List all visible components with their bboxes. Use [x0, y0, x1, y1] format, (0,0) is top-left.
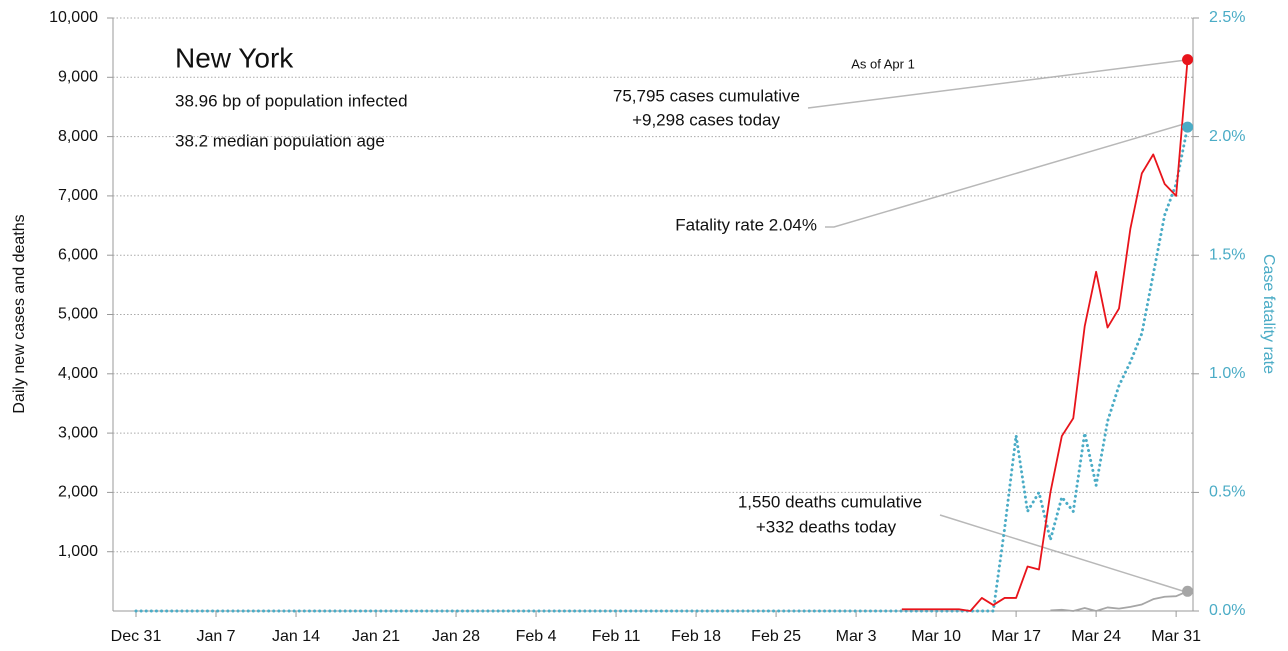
y-tick-label: 9,000: [58, 69, 98, 86]
y-tick-label: 10,000: [49, 9, 98, 26]
x-tick-label: Mar 31: [1151, 628, 1201, 645]
chart-title: New York: [175, 42, 294, 73]
y-tick-label: 2,000: [58, 484, 98, 501]
x-tick-label: Mar 10: [911, 628, 961, 645]
x-tick-label: Mar 17: [991, 628, 1041, 645]
x-tick-label: Jan 21: [352, 628, 400, 645]
end-dot: [1182, 54, 1194, 66]
series-line: [1050, 590, 1188, 612]
subtitle: 38.96 bp of population infected: [175, 91, 408, 110]
x-tick-label: Mar 3: [836, 628, 877, 645]
x-tick-label: Jan 28: [432, 628, 480, 645]
annotation: 1,550 deaths cumulative: [738, 492, 922, 511]
x-tick-label: Jan 14: [272, 628, 320, 645]
y2-tick-label: 2.5%: [1209, 9, 1245, 26]
x-tick-label: Feb 11: [592, 628, 641, 645]
x-tick-label: Mar 24: [1071, 628, 1121, 645]
y-axis-label: Daily new cases and deaths: [11, 214, 28, 413]
y-tick-label: 5,000: [58, 306, 98, 323]
annotation: Fatality rate 2.04%: [675, 215, 817, 234]
series-line: [134, 125, 1190, 613]
y-tick-label: 4,000: [58, 365, 98, 382]
y2-tick-label: 0.5%: [1209, 484, 1245, 501]
y2-tick-label: 2.0%: [1209, 128, 1245, 145]
end-dot: [1182, 121, 1194, 133]
leader-line: [825, 123, 1185, 228]
y-tick-label: 3,000: [58, 424, 98, 441]
y2-axis-label: Case fatality rate: [1260, 254, 1277, 374]
leader-line: [807, 59, 1187, 109]
series-line: [901, 59, 1189, 612]
x-tick-label: Feb 25: [751, 628, 801, 645]
annotation: +332 deaths today: [756, 517, 897, 536]
x-tick-label: Dec 31: [111, 628, 162, 645]
x-tick-label: Feb 4: [516, 628, 557, 645]
annotation: 75,795 cases cumulative: [613, 86, 800, 105]
y-tick-label: 1,000: [58, 543, 98, 560]
y2-tick-label: 0.0%: [1209, 602, 1245, 619]
y2-tick-label: 1.0%: [1209, 365, 1245, 382]
y2-tick-label: 1.5%: [1209, 246, 1245, 263]
leader-line: [939, 514, 1187, 593]
x-tick-label: Jan 7: [196, 628, 235, 645]
y-tick-label: 6,000: [58, 246, 98, 263]
annotation: As of Apr 1: [851, 56, 915, 71]
subtitle: 38.2 median population age: [175, 131, 385, 150]
end-dot: [1182, 585, 1194, 597]
x-tick-label: Feb 18: [671, 628, 721, 645]
y-tick-label: 7,000: [58, 187, 98, 204]
annotation: +9,298 cases today: [632, 110, 780, 129]
y-tick-label: 8,000: [58, 128, 98, 145]
